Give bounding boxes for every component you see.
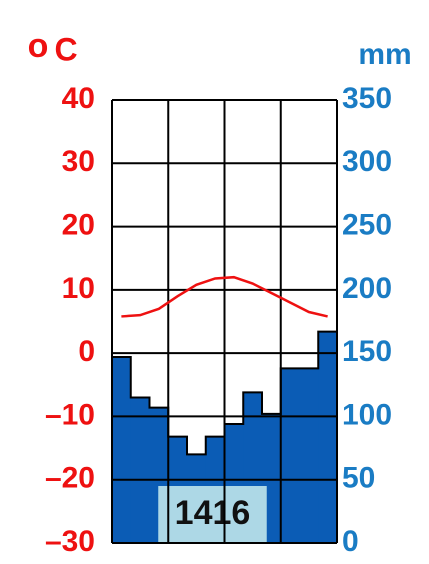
y-tick-label: 0 — [78, 335, 95, 368]
y-tick-label: 10 — [62, 272, 95, 305]
y2-tick-label: 50 — [342, 462, 375, 495]
y2-label: mm — [358, 38, 411, 71]
y-tick-label: –30 — [45, 525, 95, 558]
temperature-line — [121, 275, 328, 318]
y2-tick-label: 0 — [342, 525, 359, 558]
precipitation-bar — [280, 368, 300, 543]
total-label: 1416 — [175, 494, 251, 532]
y-tick-label: –20 — [45, 462, 95, 495]
y-tick-label: 30 — [62, 145, 95, 178]
y2-tick-label: 300 — [342, 145, 392, 178]
precipitation-bar — [299, 368, 319, 543]
precipitation-bar — [262, 413, 282, 543]
precipitation-bar — [318, 331, 338, 543]
y-label: C — [54, 31, 77, 67]
y2-tick-label: 100 — [342, 398, 392, 431]
y2-tick-label: 350 — [342, 82, 392, 115]
y-label-degree: o — [28, 27, 49, 65]
precipitation-bar — [112, 356, 132, 543]
y2-tick-label: 250 — [342, 208, 392, 241]
y-tick-label: 20 — [62, 208, 95, 241]
y-tick-label: 40 — [62, 82, 95, 115]
y2-tick-label: 200 — [342, 272, 392, 305]
y2-tick-label: 150 — [342, 335, 392, 368]
total-box — [158, 486, 267, 542]
precipitation-bar — [130, 397, 150, 543]
y-tick-label: –10 — [45, 398, 95, 431]
